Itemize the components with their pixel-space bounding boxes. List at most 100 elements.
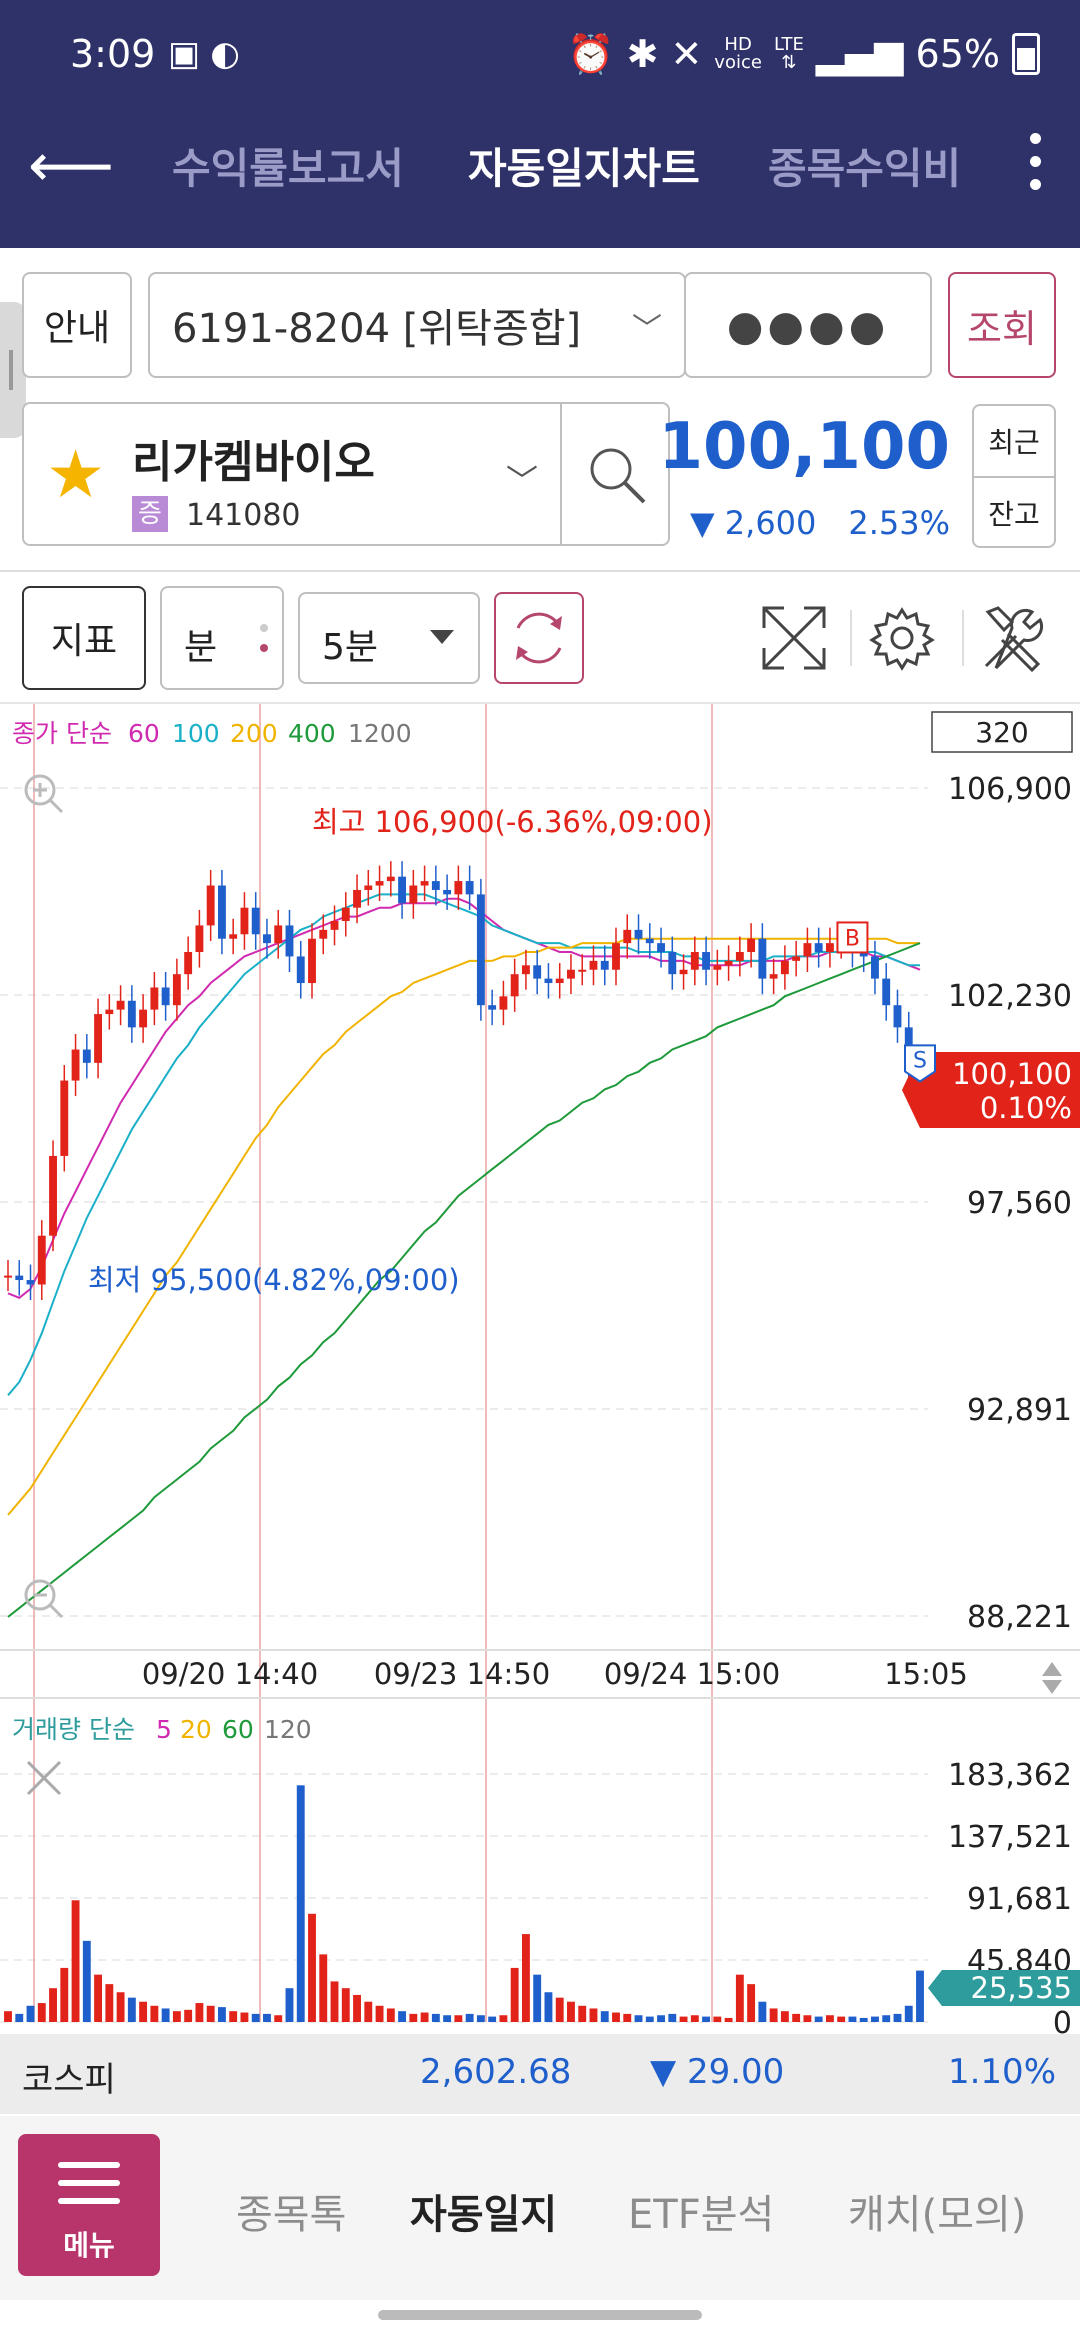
recent-button[interactable]: 최근	[988, 426, 1040, 459]
volume-bar	[690, 2015, 699, 2022]
volume-bar	[161, 2008, 170, 2022]
close-icon[interactable]	[26, 1760, 62, 1796]
chart-area[interactable]: 종가 단순 60 100 200 400 1200 320 최고 106,900…	[0, 704, 1080, 2034]
volume-bar	[724, 2017, 733, 2022]
candle-body	[521, 965, 530, 975]
interval-select[interactable]: 5분	[298, 592, 480, 684]
chevron-down-icon[interactable]: ﹀	[506, 462, 539, 500]
candle-body	[578, 969, 587, 972]
volume-bar	[859, 2017, 868, 2022]
refresh-button[interactable]	[494, 592, 584, 684]
volume-bar	[274, 2015, 283, 2022]
stock-badge: 증	[132, 496, 168, 532]
volume-bar	[814, 2016, 823, 2022]
star-icon[interactable]: ★	[46, 436, 106, 513]
candle-body	[296, 956, 305, 984]
recent-balance-toggle[interactable]: 최근 잔고	[972, 404, 1056, 548]
candle-body	[330, 920, 339, 930]
menu-button[interactable]: 메뉴	[18, 2134, 160, 2276]
expand-icon[interactable]	[756, 600, 832, 676]
period-button[interactable]: 분	[160, 586, 284, 690]
nav-auto-journal[interactable]: 자동일지	[410, 2192, 558, 2238]
nav-etf-analysis[interactable]: ETF분석	[628, 2192, 775, 2238]
candle-body	[172, 974, 181, 1006]
volume-bar	[443, 2015, 452, 2022]
current-price: 100,100	[658, 410, 951, 484]
candle-body	[229, 934, 238, 939]
candle-body	[431, 881, 440, 890]
volume-bar	[263, 2013, 271, 2022]
candle-body	[612, 943, 620, 970]
index-change: ▼ 29.00	[650, 2052, 784, 2092]
volume-bar	[916, 1970, 924, 2022]
alarm-icon: ⏰	[567, 31, 615, 76]
account-select[interactable]: 6191-8204 [위탁종합] ﹀	[148, 272, 686, 378]
tools-icon[interactable]	[976, 600, 1052, 676]
candle-body	[567, 969, 575, 979]
tab-profit-report[interactable]: 수익률보고서	[172, 144, 404, 193]
gear-icon[interactable]	[864, 600, 940, 676]
count-box[interactable]	[931, 711, 1073, 753]
candle-body	[555, 978, 564, 984]
volume-bar	[657, 2015, 665, 2022]
volume-bar	[465, 2013, 474, 2022]
volume-y-tick: 91,681	[967, 1882, 1072, 1917]
guide-button[interactable]: 안내	[22, 272, 132, 378]
divider	[0, 570, 1080, 572]
home-indicator[interactable]	[378, 2310, 702, 2320]
ma-line-400	[7, 942, 921, 1618]
candle-body	[94, 1014, 103, 1063]
legend-ma400: 400	[288, 719, 336, 748]
volume-bar	[94, 1974, 103, 2022]
scroll-arrows-icon[interactable]	[1042, 1662, 1062, 1694]
app-header	[0, 0, 1080, 248]
candle-body	[263, 934, 271, 944]
stock-selector[interactable]: ★ 리가켐바이오 증 141080 ﹀	[22, 402, 670, 546]
volume-bar	[747, 1984, 756, 2022]
candle-body	[105, 1009, 114, 1015]
password-field[interactable]: ●●●●	[684, 272, 932, 378]
volume-bar	[848, 2016, 857, 2022]
volume-bar	[758, 2001, 767, 2022]
down-triangle-icon: ▼	[650, 2052, 687, 2092]
query-button[interactable]: 조회	[948, 272, 1056, 378]
nav-stock-talk[interactable]: 종목톡	[236, 2192, 347, 2238]
candle-body	[690, 952, 699, 970]
search-icon	[590, 448, 646, 504]
candle-body	[792, 956, 801, 961]
hd-voice-icon: HD voice	[714, 34, 762, 73]
divider	[850, 610, 852, 666]
candle-body	[398, 876, 407, 904]
balance-button[interactable]: 잔고	[974, 476, 1054, 548]
ma-line-200	[7, 937, 920, 1516]
candle-body	[454, 881, 463, 895]
candle-body	[747, 938, 756, 953]
candle-body	[206, 885, 215, 926]
candle-body	[386, 876, 395, 882]
volume-bar	[634, 2015, 643, 2022]
current-price-tag	[902, 1052, 1080, 1128]
dropdown-caret-icon	[430, 630, 454, 644]
back-arrow-icon[interactable]: ⟵	[28, 131, 115, 201]
nav-catch-mock[interactable]: 캐치(모의)	[848, 2192, 1027, 2238]
indicator-button[interactable]: 지표	[22, 586, 146, 690]
volume-bar	[330, 1981, 339, 2022]
candle-body	[364, 885, 373, 890]
more-menu-icon[interactable]	[1022, 128, 1048, 204]
zoom-in-icon[interactable]	[24, 774, 64, 814]
tab-stock-profit-compare[interactable]: 종목수익비	[768, 144, 962, 193]
candle-body	[465, 881, 474, 895]
candle-body	[488, 1005, 497, 1010]
search-button[interactable]	[560, 404, 670, 544]
tab-auto-journal-chart[interactable]: 자동일지차트	[468, 144, 700, 193]
side-drawer-handle[interactable]	[0, 302, 26, 438]
volume-bar	[37, 2003, 46, 2022]
index-ticker[interactable]: 코스피 2,602.68 ▼ 29.00 1.10%	[0, 2034, 1080, 2114]
volume-bar	[803, 2015, 812, 2022]
volume-bar	[488, 2016, 497, 2022]
sell-marker[interactable]: S	[904, 1044, 936, 1083]
candle-body	[375, 881, 384, 886]
zoom-out-icon[interactable]	[24, 1579, 64, 1619]
buy-marker[interactable]: B	[836, 921, 869, 954]
volume-legend-ma120: 120	[264, 1715, 312, 1744]
